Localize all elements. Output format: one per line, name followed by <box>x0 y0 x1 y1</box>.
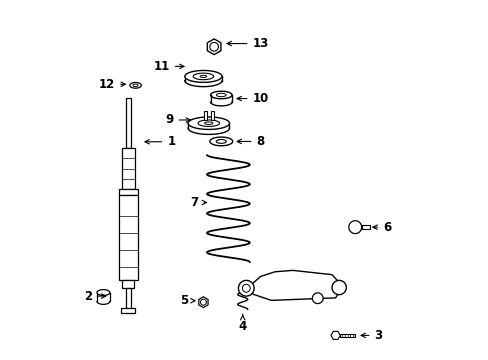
Polygon shape <box>97 290 110 296</box>
Polygon shape <box>204 122 212 125</box>
Polygon shape <box>312 293 323 303</box>
Text: 6: 6 <box>372 221 391 234</box>
Polygon shape <box>133 84 138 87</box>
Text: 2: 2 <box>84 289 105 303</box>
Bar <box>119 195 138 280</box>
Polygon shape <box>207 39 221 55</box>
Polygon shape <box>330 331 340 339</box>
Bar <box>340 334 354 337</box>
Polygon shape <box>331 280 346 295</box>
Polygon shape <box>238 280 254 296</box>
Polygon shape <box>184 71 222 82</box>
Text: 11: 11 <box>153 60 183 73</box>
Polygon shape <box>198 120 219 126</box>
Polygon shape <box>210 95 231 102</box>
Text: 4: 4 <box>238 314 246 333</box>
Bar <box>203 111 206 120</box>
Polygon shape <box>199 297 207 307</box>
Bar <box>122 148 135 189</box>
Bar <box>119 189 137 195</box>
Polygon shape <box>184 76 222 81</box>
Text: 5: 5 <box>179 294 195 307</box>
Polygon shape <box>200 75 206 77</box>
Text: 13: 13 <box>226 37 268 50</box>
Text: 12: 12 <box>99 78 125 91</box>
Polygon shape <box>209 137 232 146</box>
Text: 9: 9 <box>165 113 190 126</box>
Polygon shape <box>216 140 226 143</box>
Text: 1: 1 <box>144 135 175 148</box>
Polygon shape <box>97 293 110 301</box>
Bar <box>122 280 134 288</box>
Bar <box>361 225 369 229</box>
Polygon shape <box>130 82 141 88</box>
Text: 3: 3 <box>360 329 382 342</box>
Polygon shape <box>188 123 229 128</box>
Polygon shape <box>242 284 250 292</box>
Polygon shape <box>348 221 361 234</box>
Text: 7: 7 <box>190 196 206 209</box>
Polygon shape <box>193 73 213 80</box>
Polygon shape <box>210 91 231 99</box>
Bar <box>210 111 213 120</box>
Bar <box>121 308 135 313</box>
Polygon shape <box>246 270 339 300</box>
Bar <box>125 288 131 310</box>
Text: 8: 8 <box>237 135 264 148</box>
Bar <box>126 98 130 148</box>
Polygon shape <box>188 117 229 129</box>
Text: 10: 10 <box>237 92 268 105</box>
Polygon shape <box>216 93 225 97</box>
